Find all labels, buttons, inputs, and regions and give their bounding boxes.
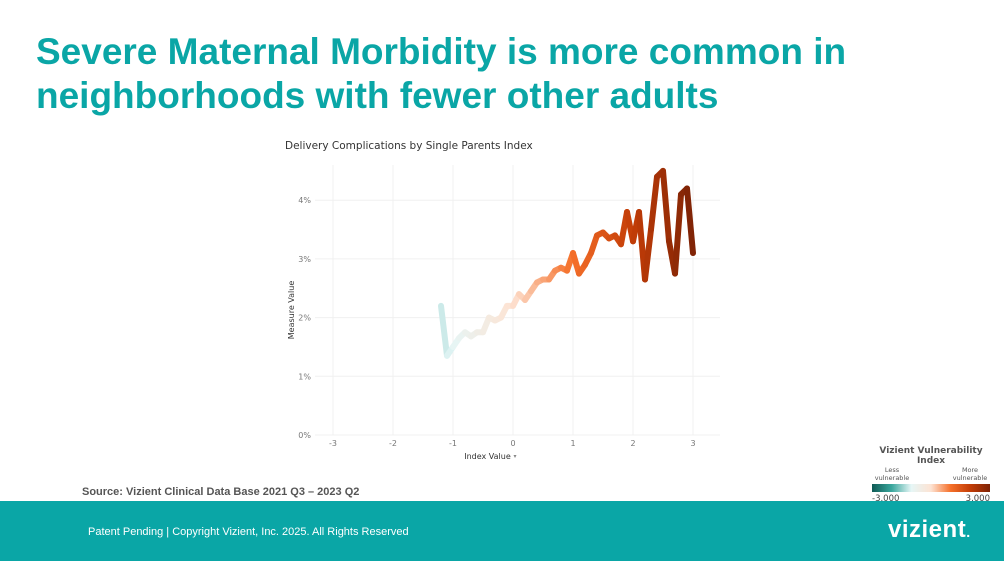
- line-segment[interactable]: [648, 173, 660, 233]
- line-segment[interactable]: [672, 191, 684, 277]
- y-tick-label: 0%: [298, 431, 311, 440]
- x-tick-label: -2: [389, 439, 397, 448]
- x-tick-label: 3: [690, 439, 695, 448]
- legend-min-label: -3.000: [872, 494, 900, 504]
- color-legend: Vizient Vulnerability Index Less vulnera…: [872, 446, 990, 504]
- vizient-logo: vizient.: [888, 516, 971, 544]
- x-tick-label: -1: [449, 439, 457, 448]
- line-chart: -3 -2 -1 0 1 2 3 0% 1% 2% 3% 4% Index Value ▾ Measu…: [287, 165, 720, 461]
- legend-sublabels: Less vulnerable More vulnerable: [872, 466, 990, 482]
- line-segment[interactable]: [588, 232, 600, 257]
- line-segment[interactable]: [660, 167, 672, 245]
- logo-text: vizient: [888, 516, 967, 543]
- x-tick-label: 2: [630, 439, 635, 448]
- legend-right-label: More vulnerable: [952, 466, 988, 482]
- x-tick-label: 0: [510, 439, 515, 448]
- slide-title: Severe Maternal Morbidity is more common…: [36, 31, 847, 116]
- copyright-text: Patent Pending | Copyright Vizient, Inc.…: [88, 526, 409, 538]
- y-tick-label: 1%: [298, 372, 311, 381]
- chart-line: [438, 167, 696, 359]
- line-segment[interactable]: [684, 185, 696, 257]
- legend-title: Vizient Vulnerability Index: [879, 446, 983, 466]
- chart-ticks: -3 -2 -1 0 1 2 3 0% 1% 2% 3% 4%: [298, 196, 695, 448]
- legend-max-label: 3.000: [965, 494, 990, 504]
- x-tick-label: -3: [329, 439, 337, 448]
- y-tick-label: 4%: [298, 196, 311, 205]
- y-axis-label: Measure Value: [287, 281, 296, 340]
- line-segment[interactable]: [642, 226, 654, 283]
- x-axis-label: Index Value: [464, 452, 511, 461]
- source-note: Source: Vizient Clinical Data Base 2021 …: [82, 486, 360, 498]
- x-tick-label: 1: [570, 439, 575, 448]
- legend-gradient-bar: [872, 484, 990, 492]
- legend-left-label: Less vulnerable: [874, 466, 910, 482]
- logo-dot: .: [966, 524, 971, 540]
- y-tick-label: 3%: [298, 255, 311, 264]
- line-segment[interactable]: [438, 302, 450, 359]
- y-tick-label: 2%: [298, 314, 311, 323]
- chart-title: Delivery Complications by Single Parents…: [285, 140, 533, 152]
- sort-icon[interactable]: ▾: [514, 453, 517, 460]
- footer-bar: Patent Pending | Copyright Vizient, Inc.…: [0, 501, 1004, 561]
- legend-range: -3.000 3.000: [872, 494, 990, 504]
